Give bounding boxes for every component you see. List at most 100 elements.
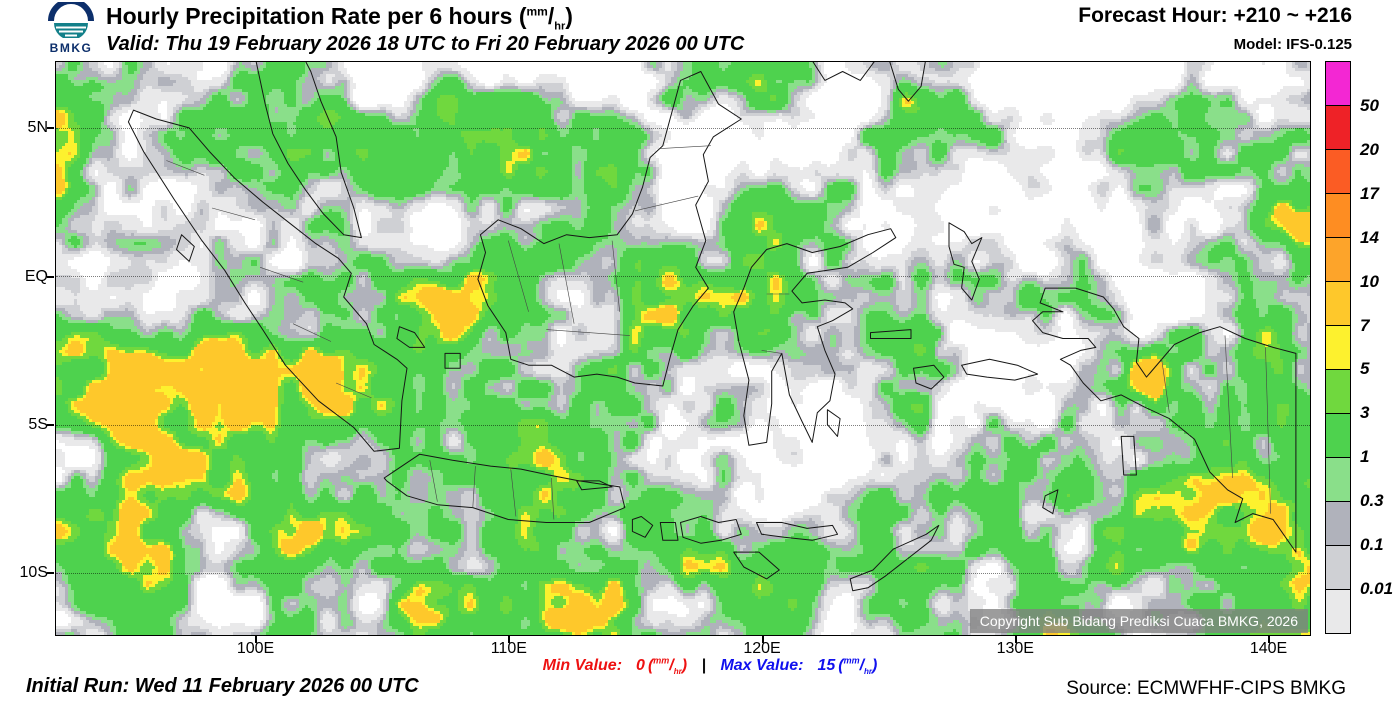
legend-label: 10	[1360, 271, 1379, 291]
legend-cell	[1326, 150, 1350, 194]
minmax-line: Min Value: 0 (mm/hr) | Max Value: 15 (mm/hr)	[400, 656, 1020, 677]
lat-label: 10S	[19, 564, 48, 582]
legend-cell	[1326, 326, 1350, 370]
lon-label: 140E	[1249, 640, 1288, 657]
legend-cell	[1326, 62, 1350, 106]
lon-tick	[761, 636, 764, 643]
separator: |	[701, 657, 706, 675]
island-outline	[383, 453, 626, 523]
island-outline	[913, 364, 945, 390]
legend-cell	[1326, 414, 1350, 458]
island-outline	[127, 109, 408, 452]
copyright-label: Copyright Sub Bidang Prediksi Cuaca BMKG…	[969, 609, 1308, 633]
island-outline	[889, 62, 926, 102]
bmkg-logo: BMKG	[40, 0, 102, 55]
island-outline	[631, 516, 654, 538]
admin-border	[211, 207, 256, 221]
unit-mm-per-hr: (mm/hr)	[518, 3, 573, 33]
island-outline	[444, 352, 461, 369]
precip-canvas	[56, 62, 1310, 635]
legend-cell	[1326, 590, 1350, 633]
admin-border	[1161, 359, 1170, 413]
admin-border	[1265, 347, 1271, 514]
bmkg-logo-icon	[48, 0, 94, 40]
island-outline	[1032, 287, 1297, 553]
island-outline	[659, 522, 679, 541]
island-outline	[576, 480, 613, 491]
lat-tick	[47, 275, 54, 278]
lat-gridline	[56, 276, 1310, 278]
lat-gridline	[56, 572, 1310, 574]
legend-cell	[1326, 370, 1350, 414]
island-outline	[849, 524, 940, 592]
admin-border	[634, 195, 699, 212]
legend-cell	[1326, 106, 1350, 150]
min-value-number: 0	[636, 657, 645, 675]
admin-border	[1224, 335, 1233, 479]
island-outline	[733, 551, 780, 580]
island-outline	[756, 522, 838, 541]
admin-border	[166, 160, 205, 176]
admin-border	[510, 469, 517, 517]
legend-cell	[1326, 194, 1350, 238]
lat-tick	[47, 424, 54, 427]
page-title-text: Hourly Precipitation Rate per 6 hours	[106, 3, 513, 29]
legend-cell	[1326, 238, 1350, 282]
admin-border	[508, 240, 529, 312]
lon-label: 120E	[743, 640, 781, 657]
lon-label: 110E	[490, 640, 527, 657]
lon-tick	[508, 636, 511, 643]
legend-cell	[1326, 458, 1350, 502]
legend-label: 3	[1360, 403, 1370, 423]
max-value: Max Value: 15 (mm/hr)	[720, 656, 878, 677]
legend-label: 20	[1360, 139, 1379, 159]
legend-label: 0.01	[1360, 579, 1394, 599]
island-outline	[961, 358, 1039, 381]
legend-label: 0.3	[1360, 491, 1384, 511]
valid-range-label: Valid: Thu 19 February 2026 18 UTC to Fr…	[106, 33, 745, 55]
legend-cell	[1326, 282, 1350, 326]
admin-border	[558, 243, 575, 324]
admin-border	[335, 382, 372, 399]
admin-border	[660, 145, 711, 149]
lon-tick	[1014, 636, 1017, 643]
lon-tick	[255, 636, 258, 643]
min-value: Min Value: 0 (mm/hr)	[542, 656, 692, 677]
source-label: Source: ECMWFHF-CIPS BMKG	[1066, 678, 1346, 699]
lat-label: EQ	[24, 267, 48, 285]
lat-gridline	[56, 424, 1310, 426]
lat-tick	[47, 127, 54, 130]
admin-border	[429, 460, 438, 502]
max-unit: (mm/hr)	[838, 656, 878, 677]
admin-border	[551, 477, 555, 520]
map-frame: Copyright Sub Bidang Prediksi Cuaca BMKG…	[55, 61, 1311, 636]
forecast-hour-label: Forecast Hour: +210 ~ +216	[1078, 4, 1352, 27]
lon-label: 100E	[236, 640, 275, 657]
legend-label: 17	[1360, 183, 1379, 203]
legend-label: 14	[1360, 227, 1379, 247]
legend-label: 1	[1360, 447, 1370, 467]
island-outline	[826, 409, 841, 437]
island-outline	[680, 516, 742, 544]
island-outline	[812, 62, 875, 81]
admin-border	[472, 466, 476, 508]
island-outline	[255, 62, 362, 239]
lat-label: 5N	[27, 119, 48, 137]
model-label: Model: IFS-0.125	[1233, 36, 1352, 53]
page-title: Hourly Precipitation Rate per 6 hours (m…	[106, 3, 573, 33]
lat-gridline	[56, 127, 1310, 129]
island-outline	[477, 71, 742, 387]
legend-label: 50	[1360, 95, 1379, 115]
max-value-number: 15	[817, 657, 836, 675]
legend-label: 0.1	[1360, 535, 1384, 555]
bmkg-logo-text: BMKG	[49, 41, 93, 55]
lon-tick	[1268, 636, 1271, 643]
admin-border	[761, 350, 782, 354]
admin-border	[546, 329, 630, 336]
coastlines	[127, 62, 1297, 592]
legend-label: 5	[1360, 359, 1370, 379]
max-value-label: Max Value:	[720, 657, 804, 675]
island-outline	[948, 222, 983, 301]
min-value-label: Min Value:	[542, 657, 623, 675]
